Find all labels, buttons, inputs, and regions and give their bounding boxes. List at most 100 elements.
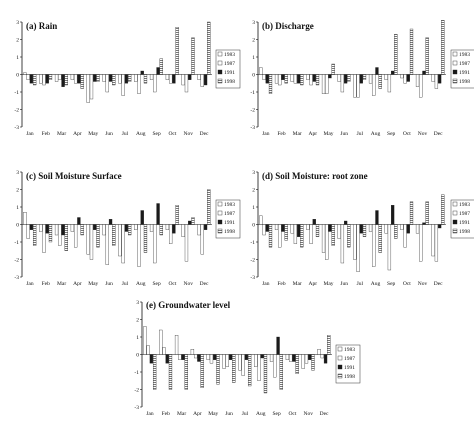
bar-1987-aug xyxy=(372,224,376,267)
bar-1983-nov xyxy=(415,224,420,234)
x-tick-label: Apr xyxy=(309,131,318,137)
bar-1991-jun xyxy=(108,219,113,225)
bar-1991-may xyxy=(328,224,332,232)
bar-1987-mar xyxy=(178,354,182,360)
bar-1983-mar xyxy=(54,224,59,236)
bar-1998-dec xyxy=(441,20,445,75)
bar-1991-aug xyxy=(140,70,144,75)
bar-1998-feb xyxy=(168,354,173,390)
bar-1983-jun xyxy=(222,354,226,369)
legend-swatch-1983 xyxy=(337,346,343,352)
bar-1983-mar xyxy=(174,335,179,355)
bar-1991-apr xyxy=(312,219,316,225)
bar-1991-jan xyxy=(29,74,34,84)
bar-1983-may xyxy=(321,74,326,94)
bar-1987-sep xyxy=(387,224,392,271)
y-tick-label: -2 xyxy=(14,108,19,114)
bar-1998-may xyxy=(331,224,335,246)
bar-1991-dec xyxy=(437,224,442,229)
bar-1991-apr xyxy=(77,217,81,225)
chart-panel-0: 3 2 1 0 -1 -2 -3 (a) Rain Jan Feb Mar Apr May Jun Jul A… xyxy=(14,20,241,137)
y-tick-label: -2 xyxy=(14,258,19,264)
bar-1991-feb xyxy=(281,74,285,80)
bar-1983-mar xyxy=(290,74,294,82)
bar-1983-jun xyxy=(102,224,106,236)
bar-1983-aug xyxy=(134,224,138,230)
bar-1983-apr xyxy=(70,74,75,80)
legend-swatch-1987 xyxy=(452,210,458,216)
bar-1998-sep xyxy=(394,224,398,239)
legend-label-1991: 1991 xyxy=(459,220,470,226)
bar-1987-feb xyxy=(42,224,46,253)
x-tick-label: Nov xyxy=(418,281,428,287)
bar-1983-sep xyxy=(149,224,154,232)
bar-1983-nov xyxy=(301,354,305,369)
bar-1983-jul xyxy=(353,74,357,98)
bar-1991-aug xyxy=(260,354,264,359)
bar-1987-oct xyxy=(288,354,293,362)
bar-1987-jun xyxy=(225,354,229,367)
bar-1991-sep xyxy=(156,203,160,225)
y-tick-label: 1 xyxy=(16,55,19,61)
bar-1987-dec xyxy=(434,224,439,262)
legend-swatch-1998 xyxy=(217,78,223,84)
y-tick-label: -1 xyxy=(250,240,255,246)
chart-title: (a) Rain xyxy=(26,21,57,31)
legend-label-1983: 1983 xyxy=(224,52,235,58)
bar-1991-dec xyxy=(203,74,208,86)
bar-1987-jul xyxy=(121,224,125,264)
bar-1991-mar xyxy=(61,224,65,236)
bar-1983-apr xyxy=(190,349,195,355)
legend-label-1983: 1983 xyxy=(459,202,470,208)
bar-1987-apr xyxy=(73,74,78,84)
bar-1998-apr xyxy=(80,224,84,236)
chart-panel-4: 3 2 1 0 -1 -2 -3 (e) Groundwater level Jan Feb Mar… xyxy=(134,300,361,417)
bar-1991-aug xyxy=(375,67,379,75)
x-tick-label: Nov xyxy=(304,411,314,417)
y-tick-label: -2 xyxy=(250,258,255,264)
x-tick-label: Aug xyxy=(371,131,381,137)
bar-1983-feb xyxy=(159,329,163,355)
y-tick-label: 3 xyxy=(16,170,19,176)
legend-label-1991: 1991 xyxy=(224,70,235,76)
bar-1991-jul xyxy=(124,74,129,84)
bar-1991-nov xyxy=(422,222,426,225)
legend-swatch-1998 xyxy=(452,228,458,234)
bar-1983-jun xyxy=(337,224,341,239)
x-tick-label: Jun xyxy=(340,281,348,287)
bar-1998-feb xyxy=(48,224,53,243)
bar-1998-feb xyxy=(284,224,288,241)
bar-1998-jun xyxy=(347,74,351,82)
legend-swatch-1991 xyxy=(452,69,458,75)
x-tick-label: Jun xyxy=(105,131,113,137)
bar-1991-oct xyxy=(406,74,410,82)
bar-1987-feb xyxy=(278,224,282,248)
x-tick-label: May xyxy=(88,281,98,287)
x-tick-label: Mar xyxy=(57,131,66,137)
bar-1983-feb xyxy=(39,224,43,232)
bar-1998-oct xyxy=(409,28,414,75)
bar-1991-oct xyxy=(172,74,176,84)
bar-1991-oct xyxy=(292,354,296,362)
bar-1983-oct xyxy=(400,224,404,230)
bar-1983-may xyxy=(86,74,90,103)
y-tick-label: 0 xyxy=(16,223,19,229)
bar-1983-nov xyxy=(181,74,185,86)
y-tick-label: -3 xyxy=(14,125,19,131)
bar-1998-jun xyxy=(232,354,236,383)
x-tick-label: Sep xyxy=(272,411,281,417)
x-tick-label: Jun xyxy=(105,281,113,287)
bar-1983-oct xyxy=(165,74,170,80)
bar-1983-dec xyxy=(197,74,201,80)
y-tick-label: -3 xyxy=(134,405,139,411)
bar-1987-aug xyxy=(372,74,376,96)
bar-1998-jun xyxy=(347,224,351,248)
bar-1991-mar xyxy=(181,354,185,360)
y-tick-label: 3 xyxy=(252,20,255,26)
bar-1998-dec xyxy=(441,194,445,225)
bar-1998-jul xyxy=(127,224,132,236)
bar-1983-may xyxy=(86,224,90,255)
bar-1987-aug xyxy=(137,74,141,94)
x-tick-label: Dec xyxy=(200,281,209,287)
